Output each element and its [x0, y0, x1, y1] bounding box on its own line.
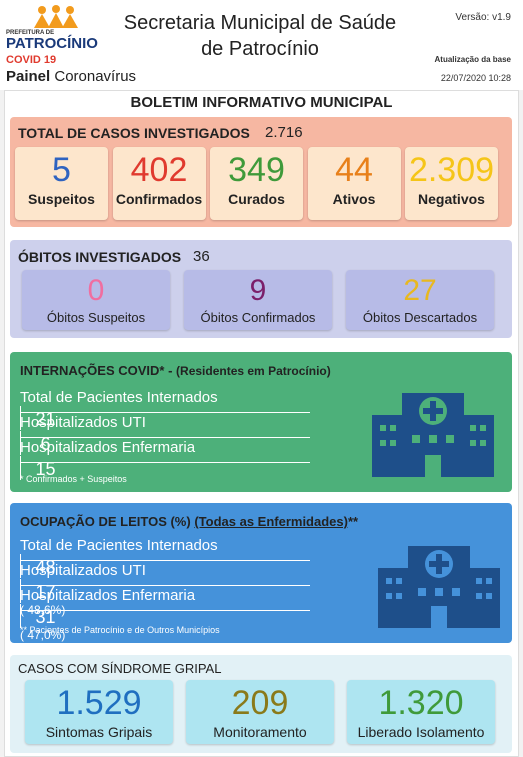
flu-label: CASOS COM SÍNDROME GRIPAL	[18, 661, 222, 676]
beds-title-main: OCUPAÇÃO DE LEITOS (%)	[20, 514, 191, 529]
panel-sub: Coronavírus	[54, 68, 137, 85]
hospital-footnote: * Confirmados + Suspeitos	[20, 474, 127, 484]
row-label: Total de Pacientes Internados	[20, 537, 218, 554]
beds-footnote: ** Pacientes de Patrocínio e de Outros M…	[20, 625, 220, 635]
card-value: 9	[249, 274, 267, 307]
beds-icon	[378, 546, 500, 628]
row-label: Hospitalizados UTI	[20, 414, 146, 431]
bulletin-title: BOLETIM INFORMATIVO MUNICIPAL	[130, 94, 393, 111]
title-line: Secretaria Municipal de Saúde	[123, 12, 397, 34]
header: PREFEITURA DE PATROCÍNIO COVID 19 Secret…	[0, 0, 523, 90]
row-value: 21	[20, 406, 70, 430]
beds-link[interactable]: (Todas as Enfermidades)	[194, 514, 348, 529]
row-label: Hospitalizados Enfermaria	[20, 439, 196, 456]
row-percent: ( 47,0%)	[20, 628, 66, 642]
card-label: Óbitos Descartados	[362, 310, 478, 325]
hospital-title: INTERNAÇÕES COVID* - (Residentes em Patr…	[20, 363, 331, 378]
row-label: Total de Pacientes Internados	[20, 389, 218, 406]
update-date: 22/07/2020 10:28	[440, 73, 511, 83]
panel-label: Painel	[6, 68, 51, 85]
row-label: Hospitalizados UTI	[20, 562, 146, 579]
row-value: 48	[20, 554, 70, 578]
card-value: 0	[87, 274, 105, 307]
panel: Painel Coronavírus	[6, 68, 136, 85]
title-line: de Patrocínio	[201, 38, 319, 60]
card-value: 44	[335, 151, 373, 189]
row-value: 15	[20, 456, 70, 480]
card: 349 Curados	[210, 147, 303, 220]
hospital-icon	[372, 393, 494, 477]
row-value: 6	[20, 431, 70, 455]
table-row: Hospitalizados UTI 6	[20, 414, 310, 455]
card: 209 Monitoramento	[186, 680, 334, 744]
card: 27 Óbitos Descartados	[346, 270, 494, 330]
row-value: 31	[20, 604, 70, 628]
card-label: Óbitos Confirmados	[200, 310, 316, 325]
logo-name: PATROCÍNIO	[6, 35, 98, 52]
table-row: Total de Pacientes Internados 48	[20, 537, 310, 578]
cases-total: 2.716	[265, 124, 303, 141]
card-value: 209	[231, 684, 289, 722]
table-row: Hospitalizados Enfermaria 15	[20, 439, 310, 480]
beds-star: **	[347, 514, 359, 529]
card-value: 27	[403, 274, 437, 307]
card: 5 Suspeitos	[15, 147, 108, 220]
deaths-label: ÓBITOS INVESTIGADOS	[18, 249, 182, 265]
card-label: Sintomas Gripais	[45, 724, 153, 740]
card-value: 1.529	[56, 684, 142, 722]
card: 1.529 Sintomas Gripais	[25, 680, 173, 744]
card-label: Confirmados	[115, 191, 203, 207]
hospital-title-main: INTERNAÇÕES COVID*	[20, 363, 165, 378]
title: Secretaria Municipal de Saúde de Patrocí…	[105, 10, 415, 62]
table-row: Hospitalizados UTI 17( 48,6%)	[20, 562, 310, 617]
hospital-sep: -	[164, 363, 177, 378]
logo-icon	[34, 5, 78, 28]
table-row: Hospitalizados Enfermaria 31( 47,0%)	[20, 587, 310, 642]
table-row: Total de Pacientes Internados 21	[20, 389, 310, 430]
logo-covid: COVID 19	[6, 54, 57, 66]
card-value: 1.320	[378, 684, 464, 722]
card-value: 2.309	[408, 151, 495, 189]
card-label: Negativos	[418, 191, 485, 207]
hospital-subtitle: (Residentes em Patrocínio)	[176, 364, 331, 378]
version: Versão: v1.9	[455, 12, 511, 23]
card-label: Óbitos Suspeitos	[46, 310, 146, 325]
card: 44 Ativos	[307, 147, 401, 220]
card-label: Curados	[228, 191, 285, 207]
card-label: Liberado Isolamento	[357, 724, 485, 740]
row-label: Hospitalizados Enfermaria	[20, 587, 196, 604]
card: 0 Óbitos Suspeitos	[22, 270, 170, 330]
cases-label: TOTAL DE CASOS INVESTIGADOS	[18, 125, 250, 141]
update-label: Atualização da base	[434, 55, 511, 64]
deaths-total: 36	[193, 248, 210, 265]
card-label: Monitoramento	[213, 724, 307, 740]
card-label: Suspeitos	[28, 191, 95, 207]
card-label: Ativos	[332, 191, 376, 207]
card: 2.309 Negativos	[405, 147, 498, 220]
card-value: 5	[52, 151, 71, 189]
row-value: 17	[20, 579, 70, 603]
card: 9 Óbitos Confirmados	[184, 270, 332, 330]
logo-top: PREFEITURA DE	[6, 30, 55, 36]
card: 402 Confirmados	[112, 147, 206, 220]
card: 1.320 Liberado Isolamento	[347, 680, 495, 744]
card-value: 349	[228, 151, 285, 189]
card-value: 402	[130, 151, 188, 189]
beds-title: OCUPAÇÃO DE LEITOS (%) (Todas as Enfermi…	[20, 514, 358, 529]
